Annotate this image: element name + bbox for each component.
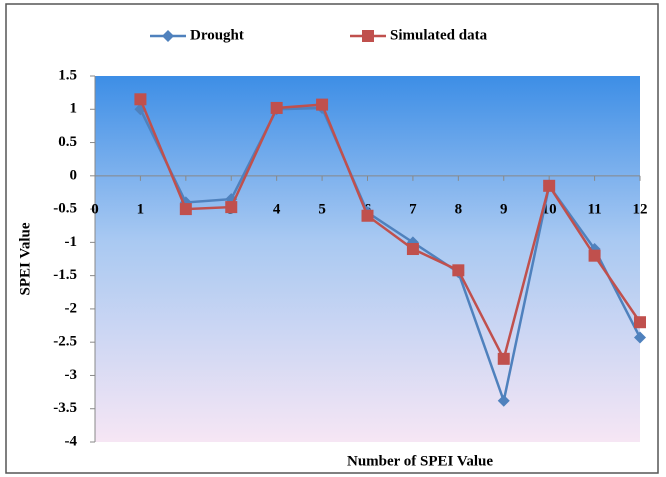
x-tick-label: 11 [587,201,601,217]
y-tick-label: -4 [65,433,78,449]
legend-marker [362,30,374,42]
legend-label: Simulated data [390,27,488,43]
y-tick-label: -3 [65,367,78,383]
series-line [139,98,642,363]
marker [179,203,192,216]
x-tick-label: 8 [455,201,463,217]
x-tick-label: 5 [318,201,326,217]
marker [406,243,419,256]
y-tick-label: 0.5 [58,134,77,150]
x-tick-label: 1 [137,201,145,217]
x-axis-label: Number of SPEI Value [347,453,493,469]
y-tick-label: -3.5 [53,400,77,416]
x-tick-label: 4 [273,201,281,217]
y-tick-label: -2 [65,300,78,316]
plot-area [95,76,640,442]
marker [134,93,147,106]
y-tick-label: 0 [70,167,78,183]
marker [225,201,238,214]
x-tick-label: 7 [409,201,417,217]
y-tick-label: -0.5 [53,201,77,217]
marker [497,394,510,407]
y-tick-label: -1 [65,234,78,250]
y-tick-label: 1 [70,101,78,117]
marker [634,331,646,344]
legend-marker [162,30,174,42]
x-tick-label: 12 [633,201,648,217]
marker [588,249,601,262]
y-axis-label: SPEI Value [17,222,33,295]
legend-label: Drought [190,27,244,43]
marker [361,209,374,222]
marker [634,316,646,329]
marker [452,264,465,277]
y-tick-label: -1.5 [53,267,77,283]
x-tick-label: 0 [91,201,99,217]
marker [543,179,556,192]
marker [316,98,329,111]
y-tick-label: 1.5 [58,67,77,83]
x-tick-label: 9 [500,201,508,217]
y-tick-label: -2.5 [53,334,77,350]
marker [270,101,283,114]
marker [497,352,510,365]
